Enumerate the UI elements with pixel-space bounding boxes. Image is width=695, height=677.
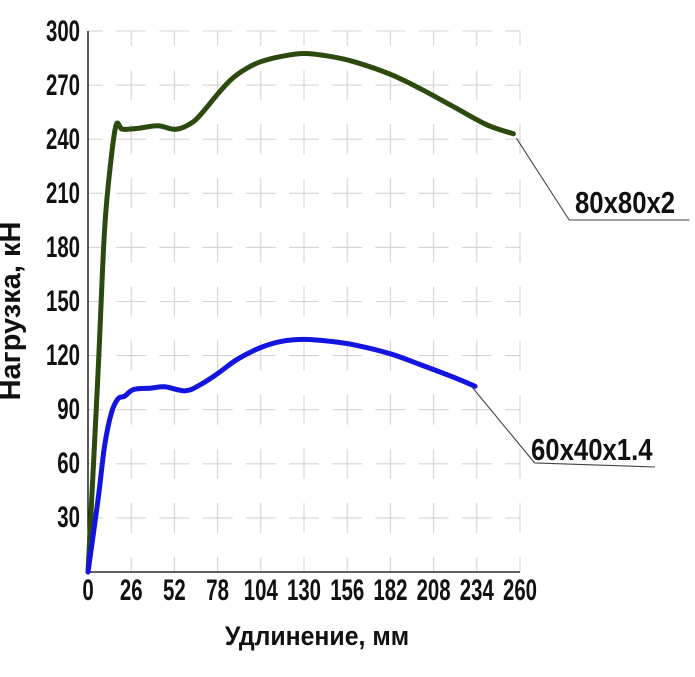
svg-text:60: 60 bbox=[57, 447, 80, 480]
svg-text:120: 120 bbox=[46, 339, 80, 372]
svg-text:240: 240 bbox=[46, 123, 80, 156]
svg-text:0: 0 bbox=[82, 574, 93, 607]
svg-text:180: 180 bbox=[46, 231, 80, 264]
svg-text:80x80x2: 80x80x2 bbox=[575, 186, 675, 221]
svg-text:52: 52 bbox=[163, 574, 186, 607]
svg-text:130: 130 bbox=[287, 574, 321, 607]
svg-text:182: 182 bbox=[373, 574, 407, 607]
svg-text:90: 90 bbox=[57, 393, 80, 426]
svg-text:260: 260 bbox=[503, 574, 537, 607]
svg-text:270: 270 bbox=[46, 69, 80, 102]
svg-text:30: 30 bbox=[57, 501, 80, 534]
svg-text:210: 210 bbox=[46, 177, 80, 210]
svg-text:26: 26 bbox=[120, 574, 143, 607]
svg-text:300: 300 bbox=[46, 15, 80, 48]
svg-text:150: 150 bbox=[46, 285, 80, 318]
svg-text:234: 234 bbox=[460, 574, 495, 607]
svg-text:60x40x1.4: 60x40x1.4 bbox=[531, 433, 653, 468]
svg-text:156: 156 bbox=[330, 574, 364, 607]
svg-text:Удлинение, мм: Удлинение, мм bbox=[225, 622, 409, 651]
svg-text:Нагрузка, кН: Нагрузка, кН bbox=[0, 222, 27, 401]
svg-text:208: 208 bbox=[417, 574, 451, 607]
svg-text:104: 104 bbox=[244, 574, 279, 607]
svg-text:78: 78 bbox=[206, 574, 229, 607]
